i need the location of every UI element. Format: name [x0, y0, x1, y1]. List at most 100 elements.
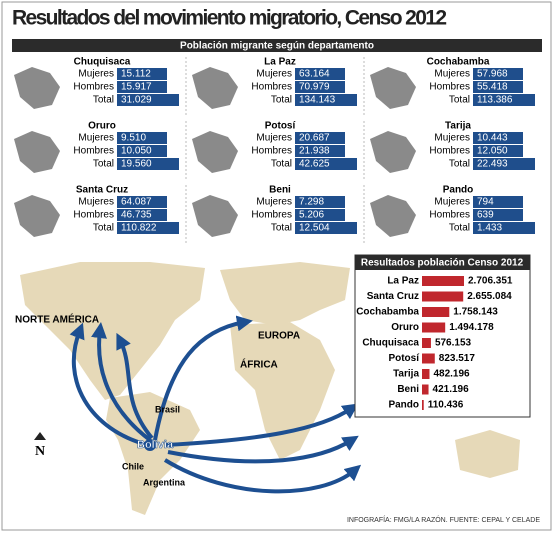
value: 1.433 [477, 223, 502, 234]
value: 64.087 [121, 197, 152, 208]
value: 10.443 [477, 133, 508, 144]
value-box [295, 145, 345, 157]
row-label: Mujeres [256, 197, 292, 208]
category-label: Potosí [388, 353, 420, 364]
australia [455, 430, 520, 478]
world-map: NORTE AMÉRICA EUROPA ÁFRICA Brasil Boliv… [15, 262, 520, 515]
map-label: EUROPA [258, 331, 300, 342]
value-box [295, 209, 345, 221]
category-label: Santa Cruz [367, 291, 419, 302]
value: 794 [477, 197, 494, 208]
subtitle: Población migrante según departamento [180, 41, 374, 52]
row-label: Mujeres [78, 69, 114, 80]
value: 22.493 [477, 159, 508, 170]
row-label: Mujeres [434, 197, 470, 208]
value-box [473, 196, 523, 208]
ranking-header [355, 255, 530, 270]
value-label: 1.494.178 [449, 322, 494, 333]
value: 15.112 [121, 69, 151, 80]
value-box [473, 158, 535, 170]
value-box [295, 222, 357, 234]
department-silhouette [370, 67, 416, 109]
department-silhouette [370, 131, 416, 173]
row-label: Hombres [251, 210, 292, 221]
ranking-title: Resultados población Censo 2012 [361, 258, 524, 269]
row-label: Mujeres [434, 133, 470, 144]
value-label: 1.758.143 [453, 307, 498, 318]
category-label: Chuquisaca [362, 338, 419, 349]
value: 57.968 [477, 69, 508, 80]
value: 639 [477, 210, 494, 221]
map-label: Brasil [155, 404, 180, 414]
department-name: Oruro [88, 121, 116, 132]
value-label: 421.196 [433, 384, 470, 395]
value-label: 2.706.351 [468, 276, 513, 287]
row-label: Hombres [429, 210, 470, 221]
value-box [117, 196, 167, 208]
value: 10.050 [121, 146, 152, 157]
title: Resultados del movimiento migratorio, Ce… [12, 7, 447, 30]
category-label: Oruro [391, 322, 419, 333]
row-label: Total [93, 223, 114, 234]
department-silhouette [192, 131, 238, 173]
department-silhouette [192, 67, 238, 109]
row-label: Total [271, 95, 292, 106]
value-box [473, 209, 523, 221]
row-label: Total [271, 159, 292, 170]
bar [422, 384, 429, 395]
department-silhouette [14, 131, 60, 173]
value-label: 482.196 [433, 369, 470, 380]
map-label: Bolivia [137, 439, 174, 451]
row-label: Mujeres [78, 197, 114, 208]
row-label: Mujeres [256, 69, 292, 80]
row-label: Total [271, 223, 292, 234]
value: 5.206 [299, 210, 324, 221]
europe [220, 262, 350, 325]
value: 12.050 [477, 146, 508, 157]
value: 9.510 [121, 133, 146, 144]
row-label: Hombres [251, 82, 292, 93]
map-label: Argentina [143, 477, 186, 487]
north-symbol: N [35, 444, 45, 459]
row-label: Total [449, 223, 470, 234]
value-box [117, 81, 167, 93]
value-box [295, 196, 345, 208]
value-label: 2.655.084 [467, 291, 512, 302]
department-silhouette [370, 195, 416, 237]
map-label: ÁFRICA [240, 358, 278, 371]
value-box [295, 81, 345, 93]
value-box [295, 68, 345, 80]
row-label: Total [93, 159, 114, 170]
value-box [473, 81, 523, 93]
department-name: Pando [443, 185, 474, 196]
bar [422, 276, 464, 286]
bar [422, 353, 435, 364]
value: 70.979 [299, 82, 330, 93]
value: 7.298 [299, 197, 324, 208]
category-label: Pando [388, 400, 419, 411]
row-label: Total [449, 95, 470, 106]
row-label: Hombres [429, 82, 470, 93]
value-label: 110.436 [428, 400, 464, 411]
value-box [117, 145, 167, 157]
department-name: Cochabamba [427, 57, 490, 68]
value: 55.418 [477, 82, 508, 93]
row-label: Total [449, 159, 470, 170]
value-box [117, 94, 179, 106]
category-label: Cochabamba [356, 307, 419, 318]
bar [422, 322, 446, 333]
value: 63.164 [299, 69, 330, 80]
department-name: La Paz [264, 57, 296, 68]
value-box [117, 209, 167, 221]
department-silhouette [14, 195, 60, 237]
bar [422, 307, 450, 317]
value-box [295, 158, 357, 170]
department-silhouette [192, 195, 238, 237]
department-name: Santa Cruz [76, 185, 128, 196]
row-label: Hombres [429, 146, 470, 157]
value-box [473, 132, 523, 144]
map-label: NORTE AMÉRICA [15, 313, 99, 326]
value-box [473, 94, 535, 106]
